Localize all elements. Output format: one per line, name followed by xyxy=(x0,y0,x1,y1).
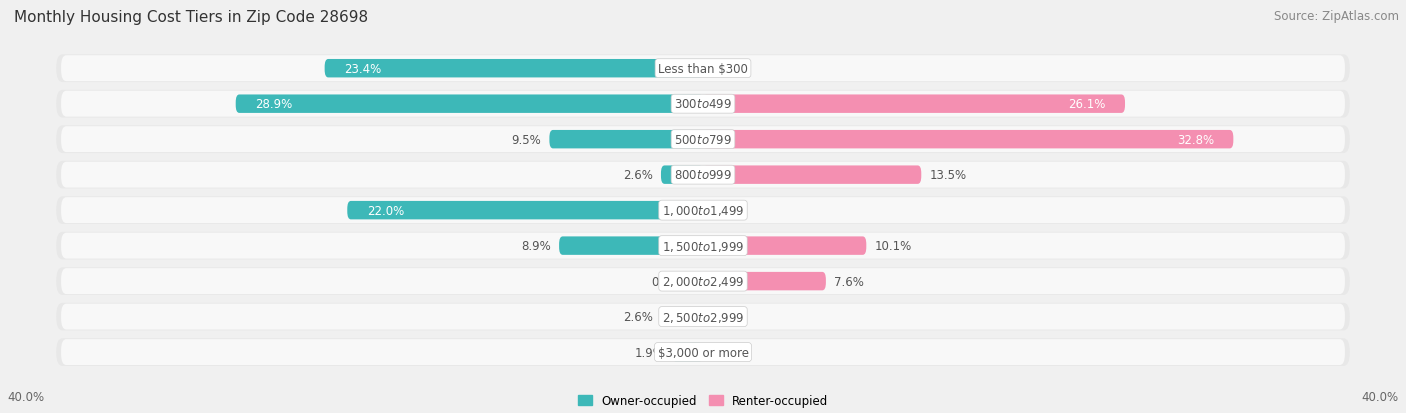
Text: 7.6%: 7.6% xyxy=(834,275,863,288)
Text: $2,000 to $2,499: $2,000 to $2,499 xyxy=(662,275,744,288)
FancyBboxPatch shape xyxy=(703,131,1233,149)
FancyBboxPatch shape xyxy=(661,308,703,326)
FancyBboxPatch shape xyxy=(325,60,703,78)
Text: $2,500 to $2,999: $2,500 to $2,999 xyxy=(662,310,744,324)
Text: 2.6%: 2.6% xyxy=(623,169,652,182)
FancyBboxPatch shape xyxy=(56,126,1350,154)
FancyBboxPatch shape xyxy=(550,131,703,149)
FancyBboxPatch shape xyxy=(60,127,1346,153)
Text: 1.9%: 1.9% xyxy=(634,346,664,359)
Text: 26.1%: 26.1% xyxy=(1069,98,1105,111)
FancyBboxPatch shape xyxy=(56,90,1350,118)
Text: 23.4%: 23.4% xyxy=(344,62,381,76)
Text: $800 to $999: $800 to $999 xyxy=(673,169,733,182)
FancyBboxPatch shape xyxy=(703,95,1125,114)
Text: 0.43%: 0.43% xyxy=(651,275,688,288)
FancyBboxPatch shape xyxy=(703,272,825,291)
Text: 10.1%: 10.1% xyxy=(875,240,911,252)
Text: 40.0%: 40.0% xyxy=(1362,390,1399,403)
Text: Less than $300: Less than $300 xyxy=(658,62,748,76)
Text: Monthly Housing Cost Tiers in Zip Code 28698: Monthly Housing Cost Tiers in Zip Code 2… xyxy=(14,10,368,25)
FancyBboxPatch shape xyxy=(703,166,921,185)
Text: 8.9%: 8.9% xyxy=(522,240,551,252)
Text: 13.5%: 13.5% xyxy=(929,169,966,182)
FancyBboxPatch shape xyxy=(347,202,703,220)
FancyBboxPatch shape xyxy=(60,198,1346,223)
FancyBboxPatch shape xyxy=(661,166,703,185)
Text: 28.9%: 28.9% xyxy=(254,98,292,111)
FancyBboxPatch shape xyxy=(60,56,1346,82)
Text: $1,000 to $1,499: $1,000 to $1,499 xyxy=(662,204,744,218)
Text: 32.8%: 32.8% xyxy=(1177,133,1213,146)
FancyBboxPatch shape xyxy=(60,304,1346,330)
Text: Source: ZipAtlas.com: Source: ZipAtlas.com xyxy=(1274,10,1399,23)
Text: $300 to $499: $300 to $499 xyxy=(673,98,733,111)
FancyBboxPatch shape xyxy=(56,197,1350,224)
FancyBboxPatch shape xyxy=(56,232,1350,260)
FancyBboxPatch shape xyxy=(56,303,1350,331)
FancyBboxPatch shape xyxy=(703,237,866,255)
Legend: Owner-occupied, Renter-occupied: Owner-occupied, Renter-occupied xyxy=(578,394,828,407)
Text: 9.5%: 9.5% xyxy=(512,133,541,146)
Text: 40.0%: 40.0% xyxy=(7,390,44,403)
FancyBboxPatch shape xyxy=(60,233,1346,259)
FancyBboxPatch shape xyxy=(60,339,1346,365)
FancyBboxPatch shape xyxy=(56,268,1350,295)
FancyBboxPatch shape xyxy=(696,272,703,291)
Text: 22.0%: 22.0% xyxy=(367,204,404,217)
FancyBboxPatch shape xyxy=(60,268,1346,294)
Text: $1,500 to $1,999: $1,500 to $1,999 xyxy=(662,239,744,253)
Text: $500 to $799: $500 to $799 xyxy=(673,133,733,146)
FancyBboxPatch shape xyxy=(672,343,703,361)
FancyBboxPatch shape xyxy=(56,338,1350,366)
Text: $3,000 or more: $3,000 or more xyxy=(658,346,748,359)
Text: 2.6%: 2.6% xyxy=(623,310,652,323)
FancyBboxPatch shape xyxy=(56,161,1350,189)
FancyBboxPatch shape xyxy=(560,237,703,255)
FancyBboxPatch shape xyxy=(56,55,1350,83)
FancyBboxPatch shape xyxy=(60,162,1346,188)
FancyBboxPatch shape xyxy=(236,95,703,114)
FancyBboxPatch shape xyxy=(60,92,1346,117)
